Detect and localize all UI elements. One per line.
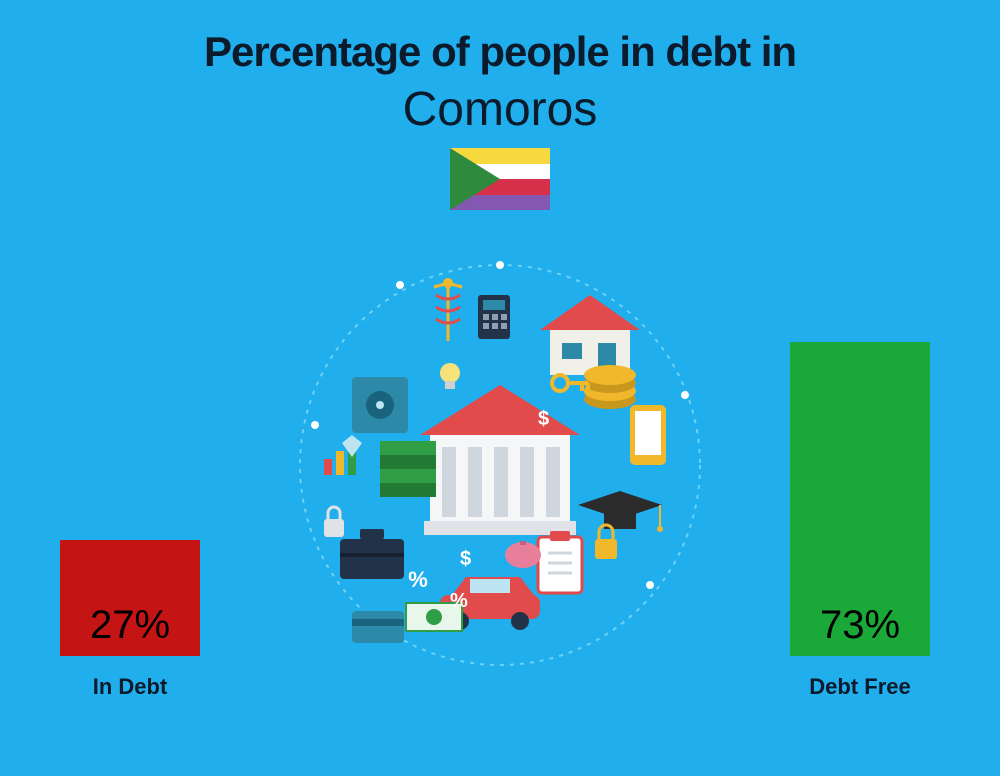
country-flag (450, 148, 550, 210)
cash-stack-icon (380, 441, 436, 497)
bar-debt-free-label: Debt Free (790, 674, 930, 700)
finance-illustration: % (290, 255, 710, 675)
piggy-bank-icon (505, 541, 541, 568)
safe-icon (352, 377, 408, 433)
finance-illustration-svg: % (290, 255, 710, 675)
coins-icon (584, 365, 636, 409)
svg-text:%: % (408, 567, 428, 592)
svg-text:$: $ (460, 548, 471, 570)
title-line-2: Comoros (0, 82, 1000, 137)
lightbulb-icon (440, 363, 460, 389)
svg-text:%: % (450, 590, 468, 612)
bar-debt-free-value: 73% (790, 603, 930, 648)
bar-in-debt-label: In Debt (60, 674, 200, 700)
title-line-1: Percentage of people in debt in (0, 28, 1000, 76)
clipboard-icon (538, 531, 582, 593)
bar-in-debt-value: 27% (60, 603, 200, 648)
flag-triangle (450, 148, 500, 210)
briefcase-icon (340, 529, 404, 579)
padlock-gold-icon (595, 525, 617, 559)
bar-debt-free: 73% (790, 342, 930, 656)
padlock-icon (324, 507, 344, 537)
percent-tag-icon: % (408, 567, 428, 592)
graduation-cap-icon (578, 491, 663, 532)
bank-building-icon (420, 385, 580, 535)
calculator-icon (478, 295, 510, 339)
credit-card-icon (352, 611, 404, 643)
caduceus-icon (434, 278, 462, 341)
svg-text:$: $ (538, 408, 549, 430)
diamond-icon (342, 435, 362, 457)
smartphone-icon (630, 405, 666, 465)
key-icon (552, 375, 588, 391)
infographic-canvas: Percentage of people in debt in Comoros (0, 0, 1000, 776)
bar-in-debt: 27% (60, 540, 200, 656)
house-icon (540, 295, 640, 375)
